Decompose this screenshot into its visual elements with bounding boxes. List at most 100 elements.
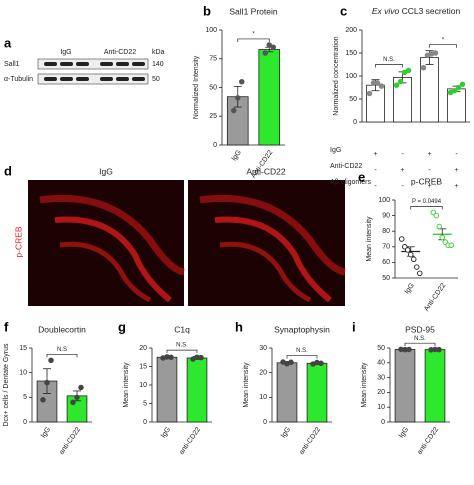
size-label: 50: [152, 76, 160, 83]
x-tick-label: IgG: [231, 149, 243, 162]
y-axis-label: Mean intensity: [361, 362, 368, 408]
bar: [186, 357, 208, 423]
title-text: CCL3 secretion: [402, 6, 461, 16]
y-tick-label: 60: [382, 259, 390, 266]
panel-letter: f: [4, 319, 9, 334]
data-point: [397, 78, 404, 85]
y-tick-label: 30: [377, 374, 385, 381]
y-tick-label: 20: [139, 345, 147, 352]
chart-title: p-CREB: [411, 176, 443, 186]
lane-label: Anti-CD22: [104, 49, 136, 56]
data-point: [234, 95, 241, 101]
y-tick-label: 75: [209, 56, 217, 63]
bracket: [46, 353, 78, 358]
data-point: [459, 81, 466, 88]
y-tick-label: 0: [213, 142, 217, 149]
y-tick-label: 10: [377, 404, 385, 411]
stain-label: p-CREB: [13, 226, 23, 258]
x-tick-label: anti-CD22: [298, 426, 322, 456]
y-axis-label: Normalized Intensity: [193, 55, 200, 119]
annotation: P = 0.0494: [412, 199, 442, 205]
row-label: α-Tubulin: [4, 76, 33, 83]
y-tick-label: 50: [349, 96, 357, 103]
bracket: [410, 206, 443, 210]
y-tick-label: 20: [377, 389, 385, 396]
y-tick-label: 40: [377, 360, 385, 367]
data-point: [414, 264, 420, 270]
data-point: [433, 212, 440, 219]
data-point: [378, 83, 385, 89]
chart-title: Doublecortin: [38, 324, 86, 334]
y-tick-label: 10: [259, 394, 267, 401]
condition-sign: +: [454, 167, 458, 174]
x-tick-label: anti-CD22: [178, 426, 202, 456]
panel-letter: b: [203, 3, 211, 18]
condition-label: IgG: [330, 147, 341, 154]
y-axis-label: Mean intensity: [243, 362, 250, 408]
condition-sign: -: [428, 167, 431, 174]
annotation: N.S.: [383, 57, 395, 63]
condition-sign: -: [374, 183, 377, 190]
bracket: [237, 38, 270, 42]
y-tick-label: 20: [259, 370, 267, 377]
bar: [156, 356, 178, 423]
y-tick-label: 50: [377, 345, 385, 352]
data-point: [74, 394, 80, 401]
condition-sign: -: [401, 151, 404, 158]
y-tick-label: 15: [139, 363, 147, 370]
y-axis-label: Mean intensity: [366, 216, 373, 262]
y-tick-label: 0: [353, 119, 357, 126]
x-tick-label: IgG: [398, 426, 410, 439]
data-point: [266, 42, 273, 48]
data-point: [262, 50, 269, 56]
x-tick-label: anti-CD22: [58, 426, 82, 456]
bracket: [375, 64, 403, 68]
panel-letter: e: [358, 169, 365, 184]
chart-title: PSD-95: [405, 324, 435, 334]
micrograph: [28, 180, 185, 306]
bar: [258, 49, 281, 146]
bracket: [286, 355, 318, 359]
y-tick-label: 70: [382, 244, 390, 251]
blot-bands: [44, 62, 145, 81]
data-point: [436, 223, 443, 230]
condition-label: Aβ oligomers: [330, 179, 371, 186]
blot-strip: [37, 73, 149, 85]
condition-label: Anti-CD22: [330, 163, 362, 170]
lane-label: IgG: [60, 49, 71, 56]
data-point: [439, 234, 446, 241]
y-tick-label: 100: [378, 197, 390, 204]
data-point: [374, 80, 381, 86]
annotation: *: [442, 37, 445, 43]
chart-title: Ex vivo CCL3 secretion: [372, 6, 461, 16]
data-point: [405, 67, 412, 74]
data-point: [393, 82, 400, 88]
y-tick-label: 30: [259, 345, 267, 352]
panel-letter: g: [118, 319, 126, 334]
annotation: N.S: [57, 347, 67, 353]
bracket: [404, 342, 436, 347]
condition-sign: +: [400, 167, 404, 174]
y-axis-label: Dcx+ cells / Dentate Gyrus: [3, 343, 10, 427]
title-italic: Ex vivo: [372, 6, 400, 16]
y-tick-label: 0: [143, 419, 147, 426]
bar: [394, 349, 416, 423]
condition-sign: -: [401, 183, 404, 190]
data-point: [40, 397, 46, 403]
data-point: [405, 247, 411, 253]
data-point: [70, 399, 76, 406]
y-tick-label: 200: [345, 27, 357, 34]
size-label: 140: [152, 61, 164, 68]
annotation: N.S.: [414, 336, 426, 342]
bracket: [429, 44, 457, 48]
bar: [276, 362, 298, 423]
y-tick-label: 100: [345, 73, 357, 80]
x-tick-label: IgG: [280, 426, 292, 439]
data-point: [432, 50, 439, 56]
data-point: [417, 270, 423, 277]
bar: [424, 349, 446, 423]
y-tick-label: 0: [263, 419, 267, 426]
y-tick-label: 50: [382, 275, 390, 282]
x-tick-label: anti-CD22: [416, 426, 440, 456]
